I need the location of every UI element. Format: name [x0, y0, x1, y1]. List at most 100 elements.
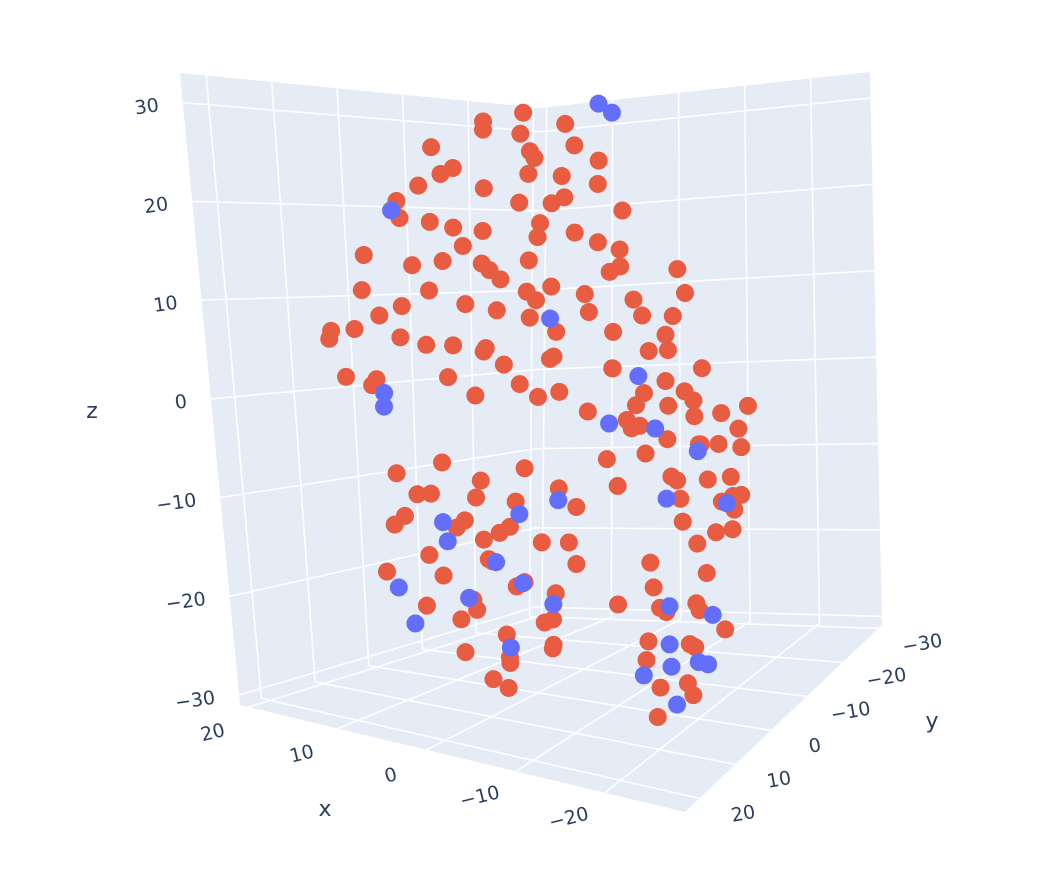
point — [588, 174, 607, 193]
point — [542, 194, 561, 213]
point — [622, 419, 641, 438]
point — [597, 450, 616, 469]
point — [431, 164, 450, 183]
point — [406, 614, 425, 633]
y-axis-title: y — [925, 709, 938, 734]
point — [709, 434, 728, 453]
point — [549, 491, 568, 510]
point — [514, 103, 533, 122]
point — [434, 513, 453, 532]
y-tick-label: 10 — [765, 767, 793, 793]
point — [460, 588, 479, 607]
point — [322, 321, 341, 340]
point — [433, 252, 452, 271]
point — [673, 512, 692, 531]
point — [499, 678, 518, 697]
point — [697, 564, 716, 583]
point — [466, 386, 485, 405]
point — [721, 467, 740, 486]
grid-line — [220, 447, 537, 499]
x-tick-label: 0 — [382, 763, 399, 787]
point — [658, 430, 677, 449]
grid-line — [248, 614, 543, 708]
point — [409, 176, 428, 195]
grid-line — [270, 81, 316, 683]
point — [453, 236, 472, 255]
point — [588, 233, 607, 252]
point — [608, 476, 627, 495]
point — [510, 375, 529, 394]
point — [604, 322, 623, 341]
point — [671, 489, 690, 508]
point — [490, 523, 509, 542]
x-tick-label: −20 — [547, 803, 591, 834]
point — [629, 367, 648, 386]
point — [636, 444, 655, 463]
point — [675, 382, 694, 401]
point — [531, 214, 550, 233]
x-tick-label: 20 — [198, 719, 227, 746]
point — [444, 218, 463, 237]
point — [528, 228, 547, 247]
grid-line — [528, 107, 535, 617]
point — [345, 320, 364, 339]
grid-line — [238, 606, 536, 696]
point — [529, 387, 548, 406]
grid-line — [314, 681, 736, 766]
point — [579, 303, 598, 322]
point — [602, 103, 621, 122]
grid-line — [467, 100, 477, 634]
point — [526, 291, 545, 310]
point — [552, 167, 571, 186]
grid-line — [426, 618, 682, 751]
y-tick-label: 20 — [729, 801, 757, 827]
point — [685, 407, 704, 426]
point — [510, 505, 529, 524]
point — [603, 359, 622, 378]
point — [624, 290, 643, 309]
point — [660, 635, 679, 654]
point — [639, 632, 658, 651]
point — [651, 678, 670, 697]
point — [511, 124, 530, 143]
point — [639, 342, 658, 361]
point — [567, 555, 586, 574]
grid-line — [610, 100, 614, 618]
point — [510, 193, 529, 212]
point — [515, 459, 534, 478]
grid-line — [337, 616, 612, 730]
point — [513, 574, 532, 593]
point — [633, 306, 652, 325]
point — [385, 515, 404, 534]
grid-line — [604, 622, 821, 794]
point — [692, 359, 711, 378]
point — [422, 138, 441, 157]
point — [535, 613, 554, 632]
grid-line — [201, 289, 539, 301]
point — [501, 653, 520, 672]
point — [712, 404, 731, 423]
point — [544, 347, 563, 366]
x-tick-label: 10 — [287, 740, 316, 767]
point — [717, 494, 736, 513]
point — [456, 643, 475, 662]
point — [408, 485, 427, 504]
point — [434, 566, 453, 585]
y-tick-label: −20 — [865, 664, 908, 693]
point — [613, 201, 632, 220]
point — [473, 221, 492, 240]
point — [589, 94, 608, 113]
point — [484, 670, 503, 689]
point — [658, 341, 677, 360]
point — [656, 372, 675, 391]
grid-line — [192, 200, 540, 212]
point — [668, 260, 687, 279]
point — [738, 396, 757, 415]
point — [452, 610, 471, 629]
point — [627, 396, 646, 415]
point — [476, 339, 495, 358]
point — [567, 497, 586, 516]
point — [732, 438, 751, 457]
point — [520, 142, 539, 161]
grid-line — [205, 75, 263, 699]
